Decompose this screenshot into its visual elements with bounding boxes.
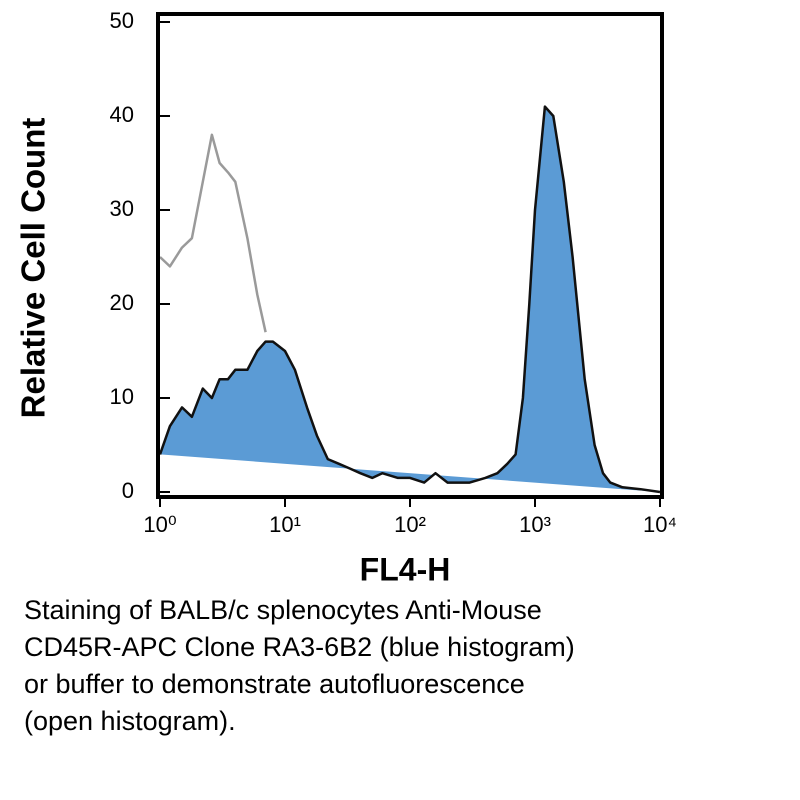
caption-line: Staining of BALB/c splenocytes Anti-Mous… [24,595,542,625]
x-tick-label: 10⁰ [143,512,176,537]
filled-histogram [158,105,661,494]
caption-line: or buffer to demonstrate autofluorescenc… [24,669,525,699]
x-axis-label: FL4-H [360,551,451,587]
y-tick-label: 10 [110,384,134,409]
y-tick-label: 40 [110,102,134,127]
y-tick-label: 20 [110,290,134,315]
x-tick-label: 10² [394,512,426,537]
x-tick-label: 10¹ [269,512,301,537]
open-histogram [159,133,267,333]
y-tick-label: 0 [122,478,134,503]
y-tick-label: 30 [110,196,134,221]
caption-line: (open histogram). [24,706,236,736]
x-tick-label: 10⁴ [643,512,677,537]
y-tick-label: 50 [110,8,134,33]
caption-line: CD45R-APC Clone RA3-6B2 (blue histogram) [24,632,575,662]
y-axis-label: Relative Cell Count [15,118,52,419]
x-tick-label: 10³ [519,512,551,537]
